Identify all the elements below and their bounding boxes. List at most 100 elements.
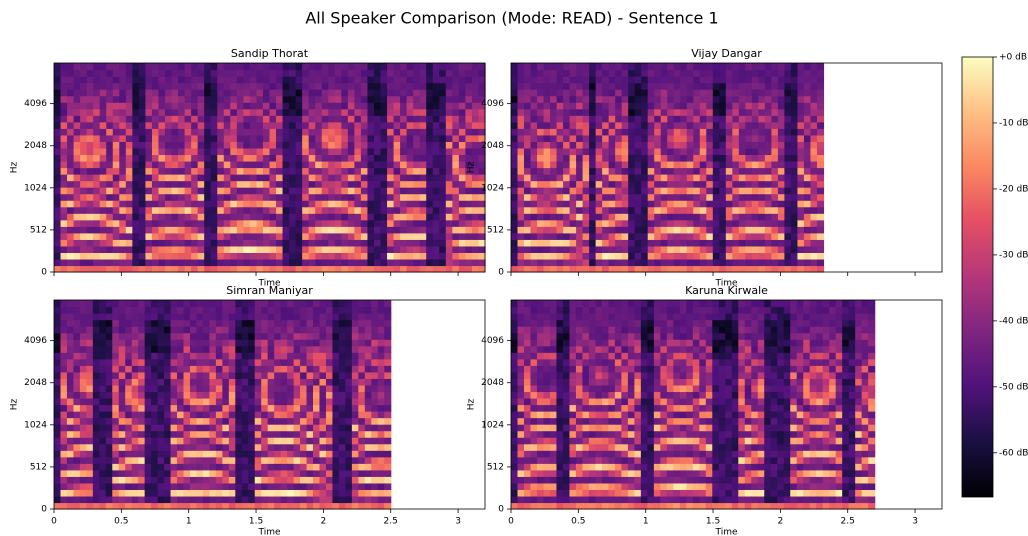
spectrogram-cell bbox=[400, 226, 407, 233]
spectrogram-cell bbox=[797, 135, 804, 142]
spectrogram-cell bbox=[752, 83, 759, 90]
spectrogram-cell bbox=[817, 259, 824, 266]
spectrogram-cell bbox=[145, 444, 152, 451]
spectrogram-cell bbox=[211, 141, 218, 148]
spectrogram-cell bbox=[439, 181, 446, 188]
spectrogram-cell bbox=[381, 161, 388, 168]
spectrogram-cell bbox=[771, 259, 778, 266]
spectrogram-cell bbox=[198, 115, 205, 122]
spectrogram-cell bbox=[119, 194, 126, 201]
spectrogram-cell bbox=[771, 239, 778, 246]
spectrogram-cell bbox=[67, 398, 74, 405]
spectrogram-cell bbox=[276, 246, 283, 253]
spectrogram-cell bbox=[387, 200, 394, 207]
spectrogram-cell bbox=[93, 207, 100, 214]
spectrogram-cell bbox=[433, 181, 440, 188]
spectrogram-cell bbox=[446, 226, 453, 233]
spectrogram-cell bbox=[198, 168, 205, 175]
spectrogram-cell bbox=[596, 161, 603, 168]
spectrogram-cell bbox=[283, 207, 290, 214]
spectrogram-cell bbox=[300, 320, 307, 327]
spectrogram-cell bbox=[145, 405, 152, 412]
spectrogram-cell bbox=[80, 148, 87, 155]
spectrogram-cell bbox=[713, 115, 720, 122]
spectrogram-cell bbox=[54, 128, 61, 135]
spectrogram-cell bbox=[230, 174, 237, 181]
spectrogram-cell bbox=[693, 194, 700, 201]
spectrogram-cell bbox=[165, 265, 172, 272]
spectrogram-cell bbox=[354, 174, 361, 181]
spectrogram-cell bbox=[687, 70, 694, 77]
spectrogram-cell bbox=[328, 70, 335, 77]
spectrogram-cell bbox=[80, 239, 87, 246]
spectrogram-cell bbox=[93, 405, 100, 412]
spectrogram-cell bbox=[151, 502, 158, 509]
spectrogram-cell bbox=[804, 174, 811, 181]
spectrogram-cell bbox=[158, 476, 165, 483]
spectrogram-cell bbox=[518, 70, 525, 77]
spectrogram-cell bbox=[73, 300, 80, 307]
spectrogram-cell bbox=[178, 141, 185, 148]
spectrogram-cell bbox=[164, 339, 171, 346]
spectrogram-cell bbox=[242, 444, 249, 451]
spectrogram-cell bbox=[615, 76, 622, 83]
spectrogram-cell bbox=[294, 385, 301, 392]
spectrogram-cell bbox=[172, 148, 179, 155]
spectrogram-cell bbox=[550, 109, 557, 116]
spectrogram-cell bbox=[138, 333, 145, 340]
spectrogram-cell bbox=[80, 233, 87, 240]
spectrogram-cell bbox=[674, 259, 681, 266]
spectrogram-cell bbox=[237, 200, 244, 207]
spectrogram-cell bbox=[61, 181, 68, 188]
spectrogram-cell bbox=[171, 326, 178, 333]
spectrogram-cell bbox=[446, 265, 453, 272]
spectrogram-cell bbox=[635, 252, 642, 259]
spectrogram-cell bbox=[550, 207, 557, 214]
spectrogram-cell bbox=[615, 83, 622, 90]
spectrogram-cell bbox=[217, 102, 224, 109]
spectrogram-cell bbox=[367, 70, 374, 77]
spectrogram-cell bbox=[524, 181, 531, 188]
spectrogram-cell bbox=[719, 115, 726, 122]
spectrogram-cell bbox=[268, 385, 275, 392]
spectrogram-cell bbox=[60, 437, 67, 444]
spectrogram-cell bbox=[177, 437, 184, 444]
spectrogram-cell bbox=[125, 307, 132, 314]
spectrogram-cell bbox=[693, 96, 700, 103]
spectrogram-cell bbox=[93, 352, 100, 359]
spectrogram-cell bbox=[242, 352, 249, 359]
spectrogram-cell bbox=[817, 246, 824, 253]
spectrogram-cell bbox=[248, 450, 255, 457]
spectrogram-cell bbox=[191, 239, 198, 246]
spectrogram-cell bbox=[158, 450, 165, 457]
spectrogram-cell bbox=[211, 265, 218, 272]
spectrogram-cell bbox=[209, 300, 216, 307]
spectrogram-cell bbox=[80, 307, 87, 314]
spectrogram-cell bbox=[211, 226, 218, 233]
spectrogram-cell bbox=[100, 122, 107, 129]
spectrogram-cell bbox=[209, 431, 216, 438]
spectrogram-cell bbox=[478, 122, 485, 129]
spectrogram-cell bbox=[511, 148, 518, 155]
spectrogram-cell bbox=[67, 233, 74, 240]
spectrogram-cell bbox=[628, 259, 635, 266]
spectrogram-cell bbox=[171, 437, 178, 444]
spectrogram-cell bbox=[315, 141, 322, 148]
spectrogram-cell bbox=[459, 148, 466, 155]
spectrogram-cell bbox=[256, 187, 263, 194]
spectrogram-cell bbox=[86, 411, 93, 418]
spectrogram-cell bbox=[361, 96, 368, 103]
spectrogram-cell bbox=[791, 89, 798, 96]
spectrogram-cell bbox=[119, 115, 126, 122]
spectrogram-cell bbox=[296, 207, 303, 214]
spectrogram-cell bbox=[302, 141, 309, 148]
spectrogram-cell bbox=[309, 168, 316, 175]
spectrogram-cell bbox=[177, 398, 184, 405]
spectrogram-cell bbox=[367, 76, 374, 83]
spectrogram-cell bbox=[87, 181, 94, 188]
spectrogram-cell bbox=[804, 187, 811, 194]
spectrogram-cell bbox=[289, 168, 296, 175]
spectrogram-cell bbox=[74, 122, 81, 129]
spectrogram-cell bbox=[74, 109, 81, 116]
spectrogram-cell bbox=[622, 154, 629, 161]
